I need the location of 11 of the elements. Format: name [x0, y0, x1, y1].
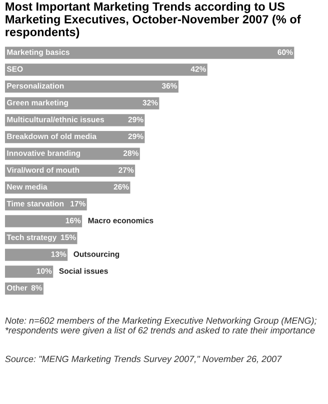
bar: [4, 181, 130, 194]
bar: [4, 248, 68, 261]
bar: [4, 64, 208, 76]
bar: [4, 80, 178, 93]
chart-title: Most Important Marketing Trends according to US Marketing Executives, October-November 2007 (% of respondents): [6, 2, 301, 39]
bar: [4, 164, 136, 177]
bar: [4, 46, 294, 59]
text: Note: n=602 members of the Marketing Executive Networking Group (MENG); *respondents were given a list of 62 trends and asked to rate their importance: [5, 317, 316, 336]
source-note: Source: "MENG Marketing Trends Survey 2007," November 26, 2007: [5, 356, 282, 364]
bar: [4, 215, 82, 228]
bar: [4, 266, 54, 278]
